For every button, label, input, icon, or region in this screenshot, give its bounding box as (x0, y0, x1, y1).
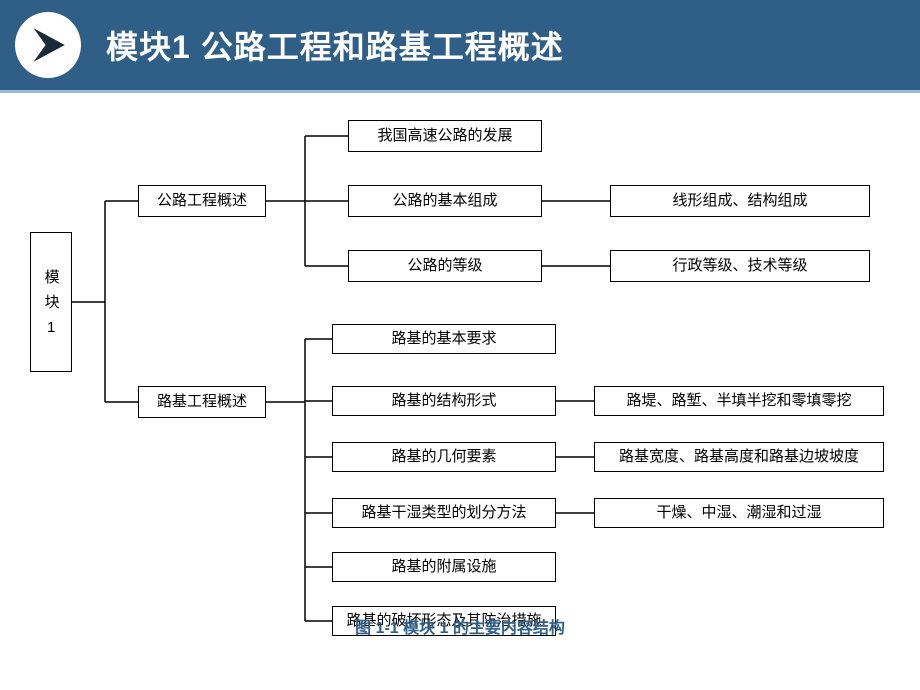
node-b3d: 路基宽度、路基高度和路基边坡坡度 (594, 442, 884, 472)
node-b2d: 路堤、路堑、半填半挖和零填零挖 (594, 386, 884, 416)
node-a1: 我国高速公路的发展 (348, 120, 542, 152)
node-b4: 路基干湿类型的划分方法 (332, 498, 556, 528)
header-bar: 模块1 公路工程和路基工程概述 (0, 0, 920, 90)
header-divider (0, 90, 920, 93)
node-a3: 公路的等级 (348, 250, 542, 282)
node-a: 公路工程概述 (138, 185, 266, 217)
diagram-container: 模块1 公路工程概述路基工程概述 我国高速公路的发展公路的基本组成公路的等级 线形组成… (20, 102, 900, 650)
node-b5: 路基的附属设施 (332, 552, 556, 582)
logo-circle (15, 12, 81, 78)
node-b3: 路基的几何要素 (332, 442, 556, 472)
node-b4d: 干燥、中湿、潮湿和过湿 (594, 498, 884, 528)
header-title: 模块1 公路工程和路基工程概述 (106, 22, 564, 68)
node-a2d: 线形组成、结构组成 (610, 185, 870, 217)
node-b1: 路基的基本要求 (332, 324, 556, 354)
node-b: 路基工程概述 (138, 386, 266, 418)
node-root: 模块1 (30, 232, 72, 372)
slide: 模块1 公路工程和路基工程概述 模块1 公路工程概述路基工程概述 我国高速公路的发展… (0, 0, 920, 690)
node-a3d: 行政等级、技术等级 (610, 250, 870, 282)
node-a2: 公路的基本组成 (348, 185, 542, 217)
node-b2: 路基的结构形式 (332, 386, 556, 416)
arrow-logo-icon (24, 21, 72, 69)
figure-caption: 图 1-1 模块 1 的主要内容结构 (20, 614, 900, 638)
